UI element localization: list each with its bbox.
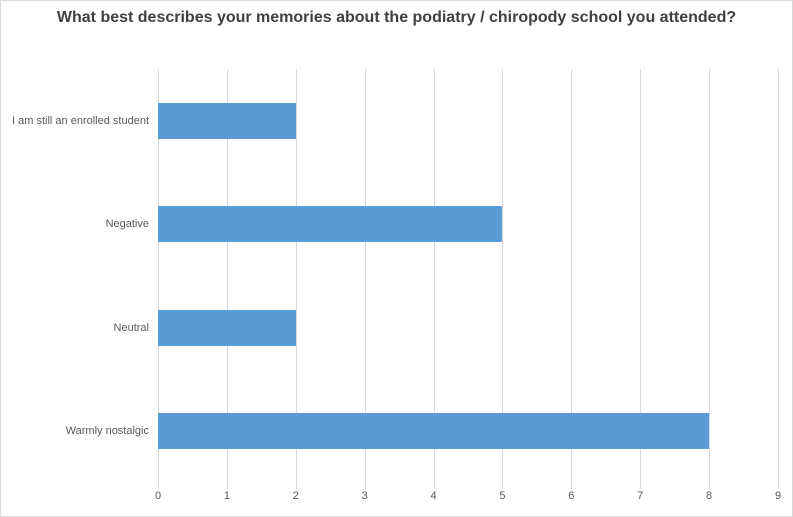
- axis-tick: [571, 483, 573, 489]
- x-axis-tick-label: 8: [706, 490, 713, 502]
- gridline: [571, 69, 573, 483]
- gridline: [778, 69, 779, 483]
- gridline: [640, 69, 642, 483]
- x-axis-tick-label: 4: [430, 490, 437, 502]
- x-axis-tick-label: 7: [637, 490, 644, 502]
- chart-title: What best describes your memories about …: [56, 9, 737, 26]
- bar-row: [158, 276, 778, 380]
- axis-tick: [709, 483, 711, 489]
- bar-row: [158, 69, 778, 173]
- axis-tick: [364, 483, 366, 489]
- gridline: [433, 69, 435, 483]
- x-axis-tick-label: 5: [499, 490, 506, 502]
- x-axis-tick-label: 0: [154, 490, 162, 502]
- axis-tick: [433, 483, 435, 489]
- bar-i-am-still-an-enrolled-student: [158, 102, 296, 139]
- category-axis-label: I am still an enrolled student: [12, 114, 149, 127]
- x-axis-tick-label: 3: [361, 490, 368, 502]
- axis-tick: [226, 483, 228, 489]
- gridline: [709, 69, 711, 483]
- axis-tick: [640, 483, 642, 489]
- x-axis-tick-label: 9: [774, 490, 782, 502]
- category-axis-label: Negative: [105, 218, 149, 231]
- plot-area: [158, 69, 779, 484]
- bar-negative: [158, 206, 503, 243]
- bar-neutral: [158, 309, 296, 346]
- gridline: [158, 69, 159, 483]
- bar-warmly-nostalgic: [158, 413, 710, 450]
- gridline: [295, 69, 297, 483]
- gridline: [364, 69, 366, 483]
- x-axis-tick-label: 2: [292, 490, 299, 502]
- x-axis-tick-label: 6: [568, 490, 575, 502]
- axis-tick: [158, 483, 159, 489]
- axis-tick: [295, 483, 297, 489]
- gridline: [502, 69, 504, 483]
- bar-row: [158, 380, 778, 484]
- bar-row: [158, 173, 778, 277]
- gridline: [226, 69, 228, 483]
- axis-tick: [778, 483, 779, 489]
- x-axis-tick-label: 1: [223, 490, 230, 502]
- category-axis-label: Warmly nostalgic: [65, 425, 149, 438]
- axis-tick: [502, 483, 504, 489]
- category-axis-label: Neutral: [113, 321, 149, 334]
